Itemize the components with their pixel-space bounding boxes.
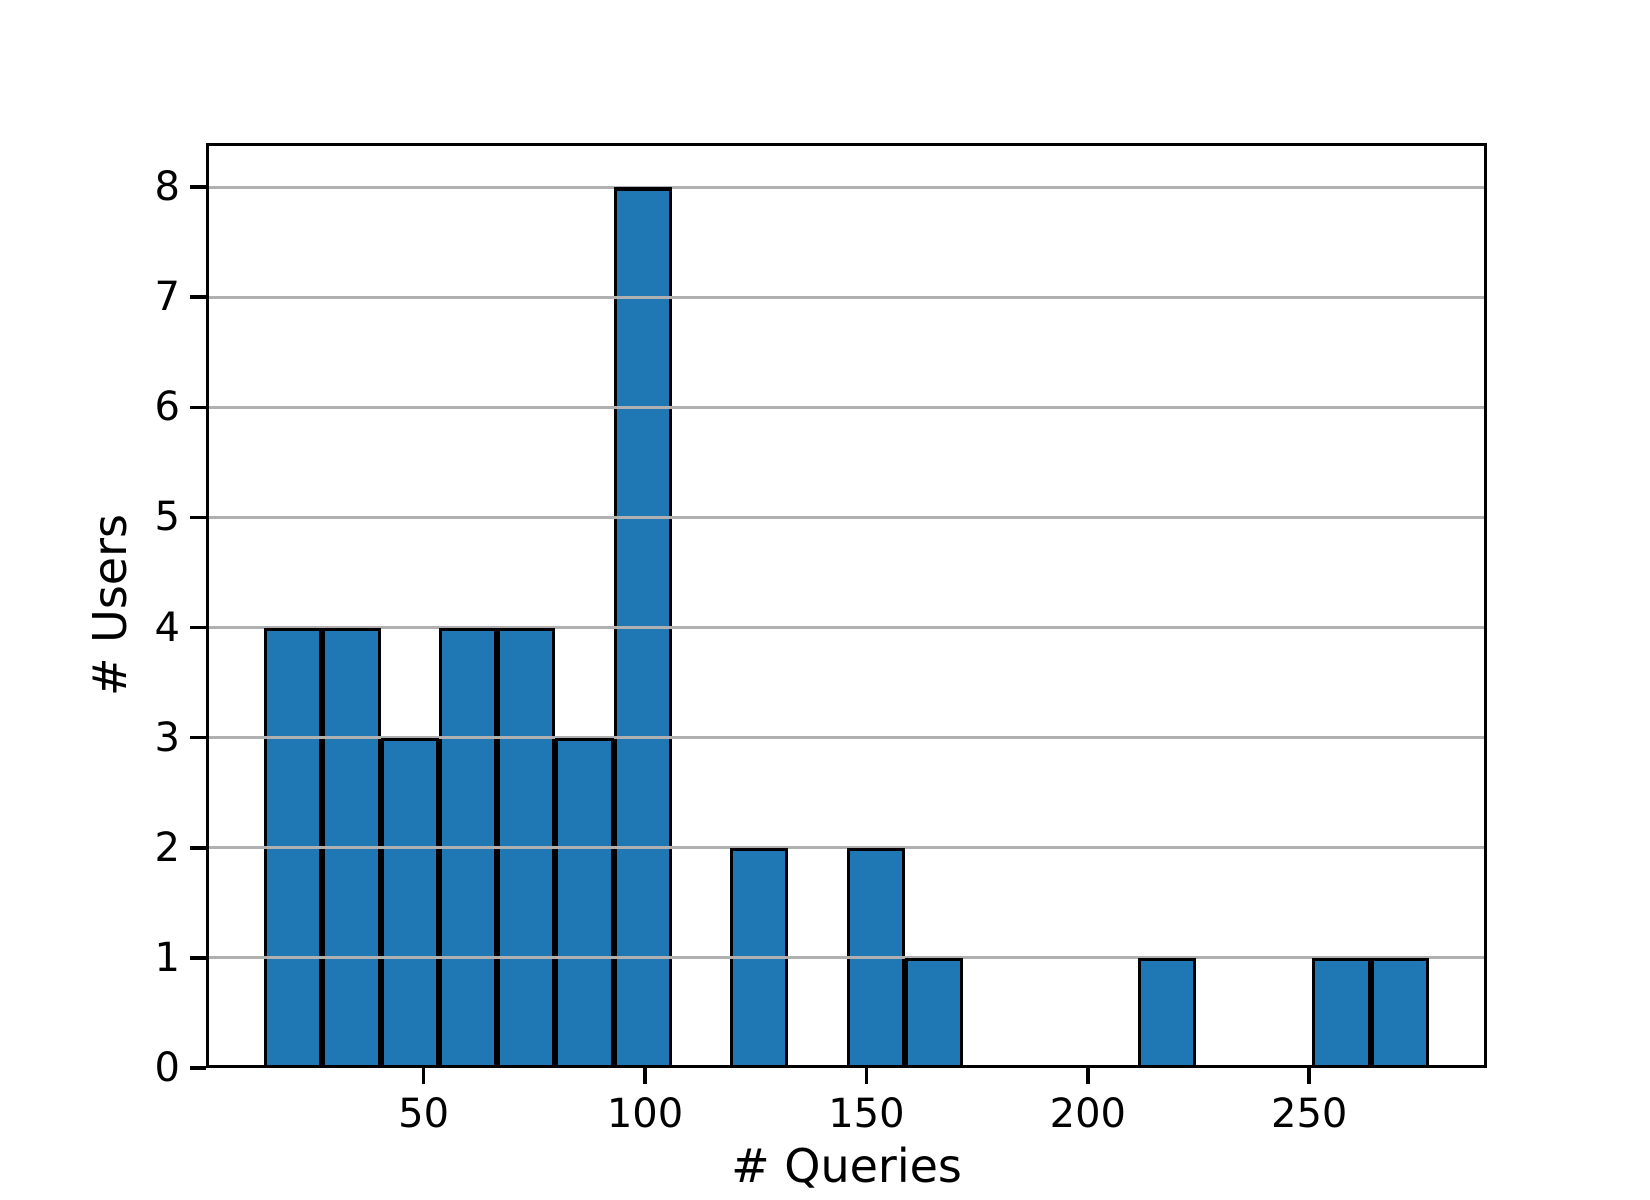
histogram-bar-top-edge: [1312, 957, 1371, 962]
y-tick-label: 8: [154, 164, 180, 211]
y-tick-label: 5: [154, 494, 180, 541]
gridline: [206, 736, 1487, 740]
histogram-bar-top-edge: [264, 627, 323, 632]
y-tick-label: 4: [154, 604, 180, 651]
histogram-bar-top-edge: [380, 737, 439, 742]
histogram-bar-top-edge: [730, 847, 789, 852]
histogram-bar-top-edge: [322, 627, 381, 632]
x-tick-label: 100: [606, 1091, 684, 1137]
x-tick: [643, 1068, 647, 1084]
y-tick-label: 3: [154, 714, 180, 761]
x-tick-label: 50: [398, 1091, 450, 1137]
y-tick-label: 2: [154, 824, 180, 871]
histogram-bar-top-edge: [1137, 957, 1196, 962]
y-tick-label: 1: [154, 934, 180, 981]
histogram-bar: [1312, 957, 1371, 1068]
x-tick: [421, 1068, 426, 1084]
histogram-bar-top-edge: [555, 737, 614, 742]
x-tick: [864, 1068, 869, 1084]
histogram-bar: [555, 737, 614, 1068]
y-tick-label: 6: [154, 384, 180, 431]
gridline: [206, 185, 1487, 189]
plot-area: [206, 143, 1487, 1068]
histogram-bar-top-edge: [1370, 957, 1429, 962]
x-axis-title: # Queries: [731, 1139, 962, 1193]
x-tick: [1307, 1068, 1311, 1084]
y-tick-label: 0: [154, 1045, 180, 1091]
gridline: [206, 515, 1487, 519]
x-tick-label: 250: [1271, 1091, 1348, 1137]
histogram-bar: [380, 737, 439, 1068]
y-tick: [190, 735, 206, 740]
x-tick: [1086, 1068, 1090, 1084]
histogram-bar-top-edge: [904, 957, 963, 962]
gridline: [206, 956, 1487, 960]
y-tick: [190, 295, 206, 299]
x-tick-label: 200: [1049, 1091, 1126, 1137]
histogram-bar: [1137, 957, 1196, 1068]
y-tick: [190, 185, 206, 189]
gridline: [206, 295, 1487, 299]
y-tick: [190, 515, 206, 520]
histogram-bar: [1370, 957, 1429, 1068]
x-tick-label: 150: [828, 1091, 905, 1137]
y-tick: [190, 625, 206, 630]
y-tick: [190, 956, 206, 960]
histogram-bar-top-edge: [438, 627, 498, 632]
histogram-bar-top-edge: [846, 847, 905, 852]
y-tick: [190, 405, 206, 410]
gridline: [206, 405, 1487, 409]
histogram-bar-top-edge: [497, 627, 556, 632]
gridline: [206, 626, 1487, 630]
y-tick-label: 7: [154, 274, 180, 321]
histogram-bar: [904, 957, 963, 1068]
y-tick: [190, 1066, 206, 1070]
y-tick: [190, 846, 206, 850]
histogram-bar-top-edge: [613, 187, 672, 191]
